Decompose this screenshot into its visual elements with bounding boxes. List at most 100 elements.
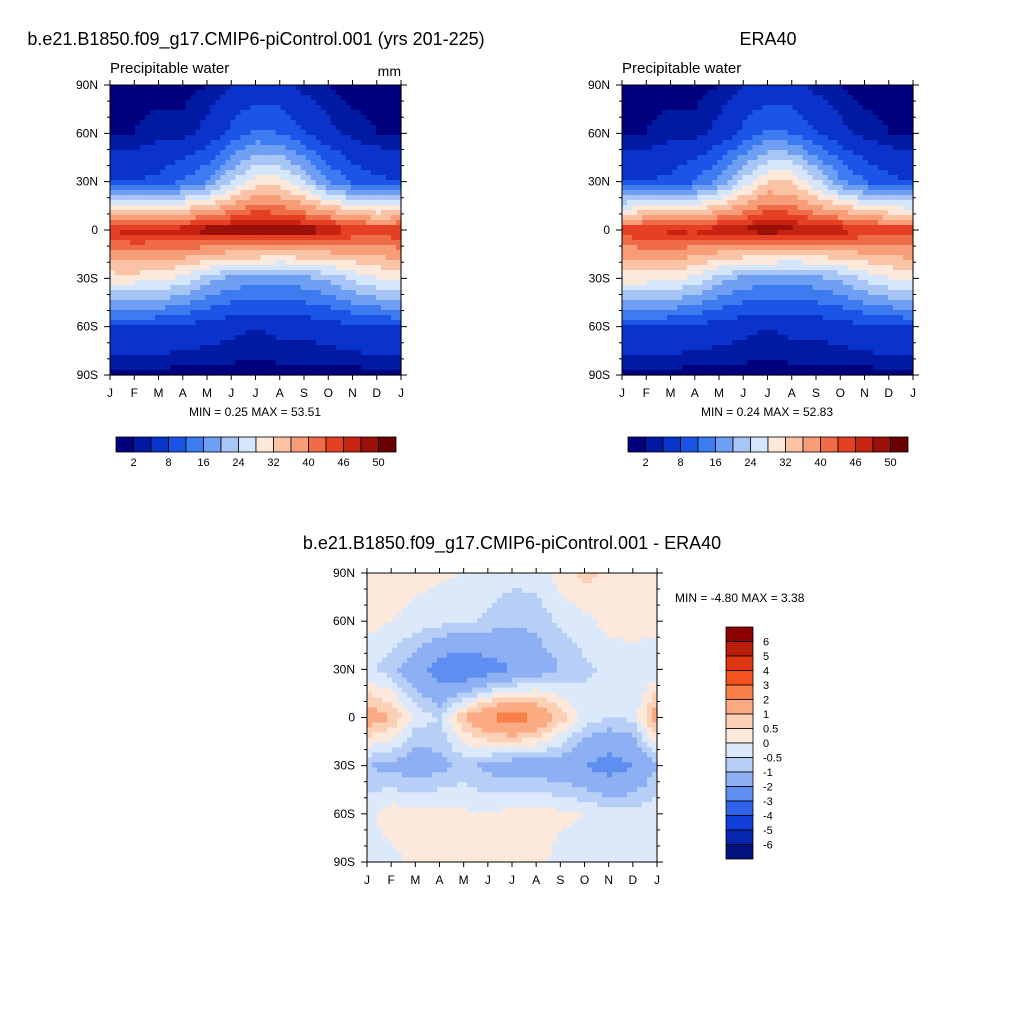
heatmap-cell	[385, 255, 392, 261]
heatmap-cell	[782, 135, 789, 141]
heatmap-cell	[727, 105, 733, 111]
heatmap-cell	[315, 365, 322, 371]
heatmap-cell	[160, 225, 166, 231]
heatmap-cell	[330, 295, 337, 301]
heatmap-cell	[230, 275, 237, 281]
heatmap-cell	[677, 135, 683, 141]
heatmap-cell	[290, 145, 297, 151]
heatmap-cell	[235, 315, 242, 321]
heatmap-cell	[842, 110, 849, 116]
heatmap-cell	[380, 85, 387, 91]
heatmap-cell	[637, 95, 643, 101]
heatmap-cell	[365, 100, 372, 106]
heatmap-cell	[627, 130, 633, 136]
heatmap-cell	[270, 185, 277, 191]
heatmap-cell	[250, 335, 257, 341]
heatmap-cell	[205, 295, 211, 301]
x-tick-label: F	[131, 386, 138, 400]
heatmap-cell	[115, 255, 121, 261]
heatmap-cell	[335, 305, 342, 311]
heatmap-cell	[215, 290, 221, 296]
heatmap-cell	[330, 320, 337, 326]
heatmap-cell	[215, 120, 221, 126]
heatmap-cell	[335, 150, 342, 156]
heatmap-cell	[692, 165, 698, 171]
heatmap-cell	[330, 170, 337, 176]
heatmap-cell	[365, 365, 372, 371]
heatmap-cell	[210, 160, 216, 166]
heatmap-cell	[360, 190, 367, 196]
heatmap-cell	[255, 280, 262, 286]
heatmap-cell	[350, 145, 357, 151]
heatmap-cell	[315, 350, 322, 356]
heatmap-cell	[200, 165, 206, 171]
heatmap-cell	[160, 255, 166, 261]
heatmap-cell	[370, 160, 377, 166]
heatmap-cell	[767, 90, 774, 96]
heatmap-cell	[310, 215, 317, 221]
heatmap-cell	[255, 160, 262, 166]
heatmap-cell	[210, 365, 216, 371]
heatmap-cell	[687, 150, 693, 156]
heatmap-cell	[370, 345, 377, 351]
heatmap-cell	[130, 115, 136, 121]
heatmap-cell	[792, 155, 799, 161]
heatmap-cell	[125, 335, 131, 341]
heatmap-cell	[330, 100, 337, 106]
heatmap-cell	[125, 235, 131, 241]
heatmap-cell	[380, 205, 387, 211]
heatmap-cell	[335, 180, 342, 186]
heatmap-cell	[882, 190, 889, 196]
heatmap-cell	[345, 125, 352, 131]
heatmap-cell	[887, 130, 894, 136]
heatmap-cell	[385, 110, 392, 116]
heatmap-cell	[295, 140, 302, 146]
heatmap-cell	[637, 140, 643, 146]
heatmap-cell	[712, 105, 718, 111]
heatmap-cell	[340, 195, 347, 201]
heatmap-cell	[215, 135, 221, 141]
heatmap-cell	[677, 115, 683, 121]
heatmap-cell	[110, 165, 116, 171]
heatmap-cell	[632, 200, 638, 206]
obs-panel: ERA40 Precipitable water J F M A M J J A S O N D J90…	[588, 29, 919, 469]
heatmap-cell	[807, 160, 814, 166]
heatmap-cell	[110, 355, 116, 361]
heatmap-cell	[320, 160, 327, 166]
heatmap-cell	[320, 100, 327, 106]
heatmap-cell	[215, 260, 221, 266]
heatmap-cell	[110, 135, 116, 141]
heatmap-cell	[702, 125, 708, 131]
heatmap-cell	[300, 325, 307, 331]
heatmap-cell	[120, 130, 126, 136]
heatmap-cell	[837, 135, 844, 141]
heatmap-cell	[345, 280, 352, 286]
heatmap-cell	[727, 165, 733, 171]
heatmap-cell	[330, 350, 337, 356]
heatmap-cell	[777, 195, 784, 201]
heatmap-cell	[822, 110, 829, 116]
heatmap-cell	[887, 205, 894, 211]
heatmap-cell	[125, 275, 131, 281]
heatmap-cell	[305, 95, 312, 101]
heatmap-cell	[275, 295, 282, 301]
heatmap-cell	[270, 265, 277, 271]
heatmap-cell	[240, 235, 247, 241]
heatmap-cell	[155, 250, 161, 256]
heatmap-cell	[385, 355, 392, 361]
heatmap-cell	[265, 150, 272, 156]
heatmap-cell	[185, 85, 191, 91]
heatmap-cell	[235, 370, 242, 376]
heatmap-cell	[797, 170, 804, 176]
heatmap-cell	[697, 180, 703, 186]
y-tick-label: 60S	[77, 320, 98, 334]
heatmap-cell	[265, 125, 272, 131]
heatmap-cell	[195, 235, 201, 241]
heatmap-cell	[742, 210, 749, 216]
heatmap-cell	[395, 165, 402, 171]
heatmap-cell	[185, 180, 191, 186]
heatmap-cell	[185, 240, 191, 246]
heatmap-cell	[155, 120, 161, 126]
heatmap-cell	[817, 125, 824, 131]
heatmap-cell	[375, 140, 382, 146]
